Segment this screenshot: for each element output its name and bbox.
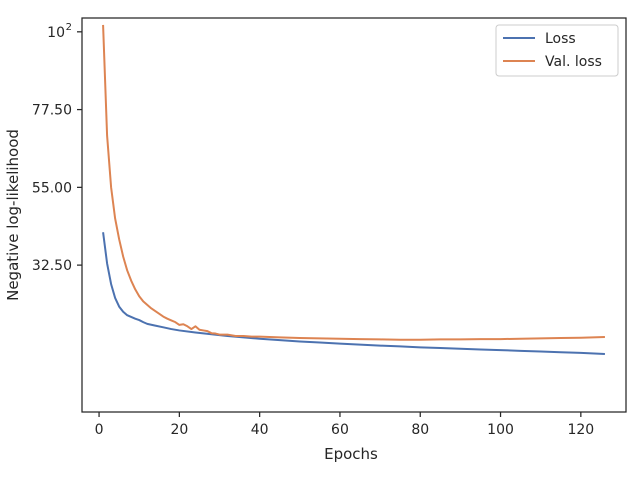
x-tick-label: 40 <box>251 422 269 438</box>
x-tick-label: 100 <box>487 422 514 438</box>
y-tick-label: 32.50 <box>32 258 72 274</box>
x-tick-label: 80 <box>411 422 429 438</box>
x-tick-label: 60 <box>331 422 349 438</box>
x-tick-label: 120 <box>567 422 594 438</box>
y-axis-ticks: 32.50 55.00 77.50 210 <box>32 22 82 274</box>
legend-label-val-loss: Val. loss <box>545 54 602 70</box>
x-axis-title: Epochs <box>324 445 378 463</box>
legend-label-loss: Loss <box>545 31 576 47</box>
x-tick-label: 20 <box>170 422 188 438</box>
y-tick-label: 77.50 <box>32 103 72 119</box>
series-layer <box>102 24 605 355</box>
y-tick-label: 55.00 <box>32 180 72 196</box>
legend: Loss Val. loss <box>495 24 619 77</box>
plot-area <box>81 17 627 413</box>
y-tick-label: 10 <box>47 25 65 41</box>
series-line-val-loss <box>102 24 605 341</box>
x-axis-ticks: 0 20 40 60 80 100 120 <box>95 412 594 438</box>
x-tick-label: 0 <box>95 422 104 438</box>
y-tick-label-exponent: 2 <box>66 22 72 33</box>
y-axis-title: Negative log-likelihood <box>4 129 22 301</box>
